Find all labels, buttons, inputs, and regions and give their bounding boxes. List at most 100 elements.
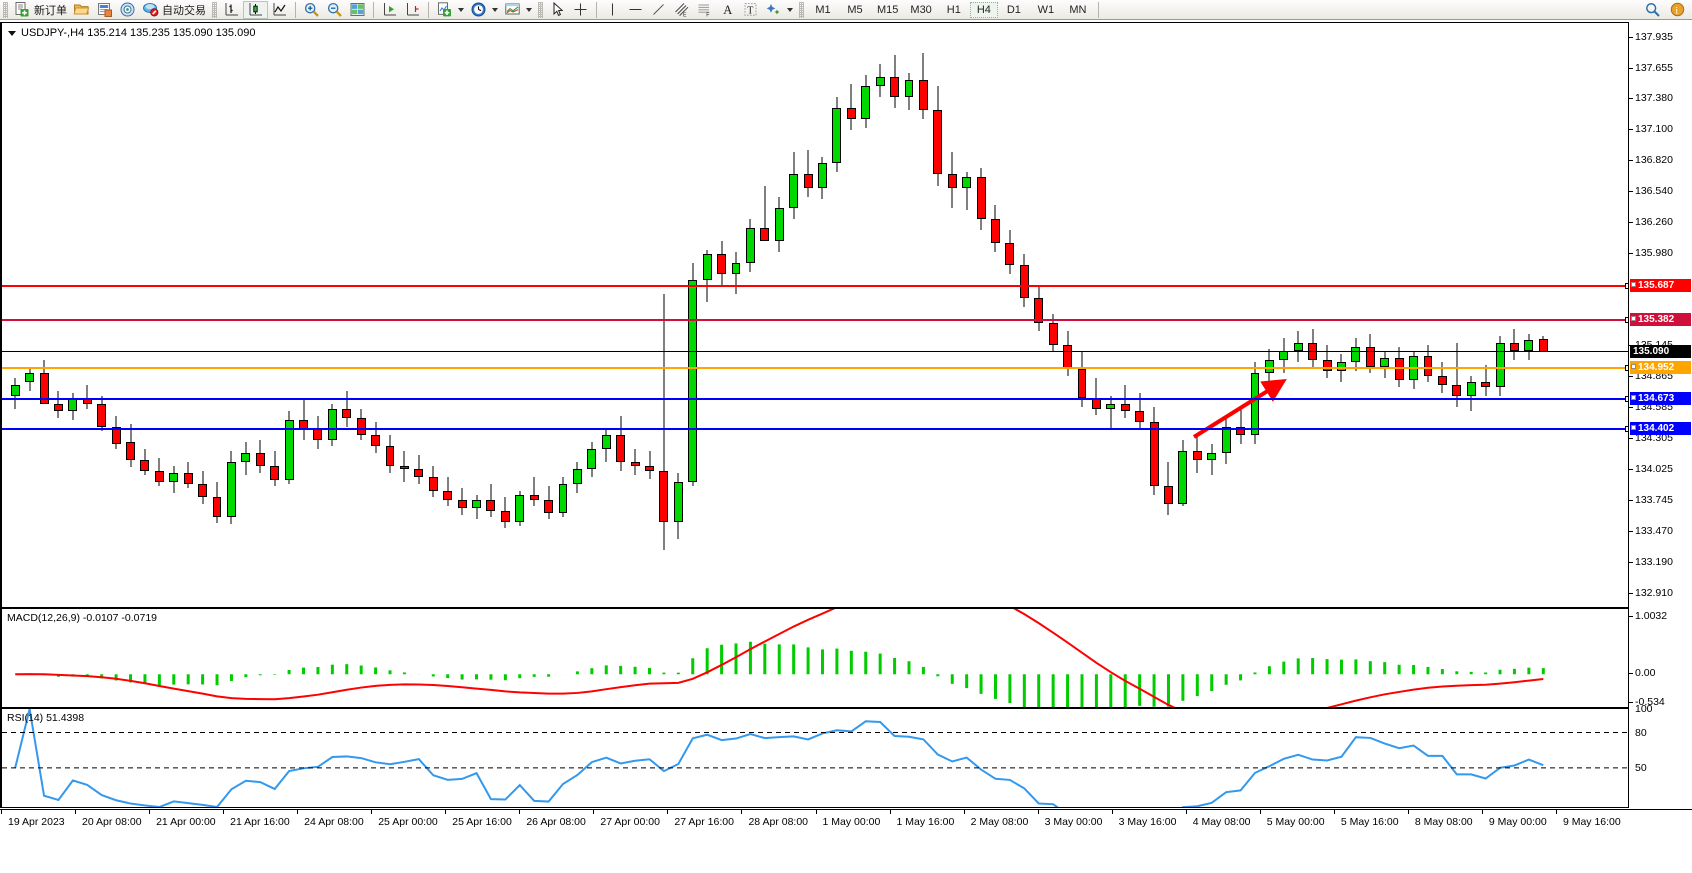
candle-body — [702, 254, 712, 280]
data-window-icon — [350, 3, 365, 16]
vline-button[interactable] — [601, 1, 624, 19]
time-tick-label: 1 May 16:00 — [889, 810, 955, 828]
rsi-plot — [2, 709, 1628, 807]
trendline-button[interactable] — [647, 1, 670, 19]
timeframe-mn[interactable]: MN — [1069, 3, 1087, 16]
price-level-line[interactable] — [2, 317, 1628, 324]
candle-body — [572, 468, 582, 485]
price-level-badge-pivot[interactable]: 134.952 — [1630, 360, 1691, 374]
text-button[interactable]: A — [716, 1, 739, 19]
candle-body — [39, 373, 49, 405]
zoom-in-button[interactable] — [300, 1, 323, 19]
time-tick-label: 9 May 16:00 — [1555, 810, 1621, 828]
hline-icon — [629, 9, 642, 10]
timeframe-d1[interactable]: D1 — [1006, 3, 1021, 16]
axis-tickmark — [1629, 129, 1633, 131]
candle — [659, 23, 669, 607]
indicators-button[interactable] — [433, 1, 467, 19]
collapse-caret-icon[interactable] — [8, 30, 16, 36]
bar-chart-icon — [225, 3, 238, 16]
crosshair-button[interactable] — [569, 1, 592, 19]
candle-body — [918, 80, 928, 111]
templates-button[interactable] — [501, 1, 535, 19]
new-order-button[interactable]: 新订单 — [11, 1, 70, 19]
candle — [1019, 23, 1029, 607]
candle-body — [428, 477, 438, 491]
timeframe-m5[interactable]: M5 — [847, 3, 863, 16]
timeframe-w1[interactable]: W1 — [1037, 3, 1055, 16]
autoscroll-button[interactable] — [378, 1, 401, 19]
line-chart-button[interactable] — [268, 1, 291, 19]
macd-signal-line — [15, 609, 1544, 707]
axis-tickmark — [1629, 36, 1633, 38]
fibonacci-button[interactable]: F — [693, 1, 716, 19]
price-level-badge-resistance-2[interactable]: 135.382 — [1630, 313, 1691, 327]
cursor-button[interactable] — [546, 1, 569, 19]
candle-body — [1509, 342, 1519, 352]
candle — [774, 23, 784, 607]
level-handle[interactable] — [1625, 283, 1628, 290]
timeframe-h1[interactable]: H1 — [946, 3, 961, 16]
level-handle[interactable] — [1625, 317, 1628, 324]
candle — [645, 23, 654, 607]
price-level-badge-support-1[interactable]: 134.673 — [1630, 391, 1691, 405]
data-window-button[interactable] — [346, 1, 369, 19]
toolbar-grip[interactable] — [3, 1, 8, 18]
candle-body — [1192, 450, 1202, 460]
price-axis[interactable]: 137.935 137.655 137.380 137.100 136.820 136.5… — [1629, 22, 1692, 608]
toolbar-grip-4[interactable] — [799, 1, 804, 18]
chart-shift-icon — [407, 3, 419, 16]
navigator-button[interactable] — [116, 1, 139, 19]
folder-button[interactable] — [70, 1, 93, 19]
chevron-down-icon-3[interactable] — [526, 7, 532, 12]
equidistant-channel-button[interactable]: E — [670, 1, 693, 19]
rsi-pane[interactable]: RSI(14) 51.4398 — [0, 708, 1629, 808]
price-level-line[interactable] — [2, 283, 1628, 290]
candle-body — [1221, 426, 1231, 454]
timeframe-h4[interactable]: H4 — [969, 1, 998, 18]
chevron-down-icon[interactable] — [458, 7, 464, 12]
price-level-line[interactable] — [2, 364, 1628, 371]
badge-value: 135.687 — [1638, 280, 1675, 292]
candle-body — [472, 499, 481, 509]
macd-pane[interactable]: MACD(12,26,9) -0.0107 -0.0719 — [0, 608, 1629, 708]
price-level-line[interactable] — [2, 425, 1628, 432]
timeframe-m15[interactable]: M15 — [877, 3, 899, 16]
price-pane[interactable]: USDJPY-,H4 135.214 135.235 135.090 135.0… — [0, 22, 1629, 608]
price-level-badge-resistance-1[interactable]: 135.687 — [1630, 279, 1691, 293]
hline-button[interactable] — [624, 1, 647, 19]
price-level-line[interactable] — [2, 351, 1628, 353]
price-level-line[interactable] — [2, 395, 1628, 402]
zoom-out-button[interactable] — [323, 1, 346, 19]
candlestick-chart-button[interactable] — [243, 0, 268, 19]
chart-area[interactable]: USDJPY-,H4 135.214 135.235 135.090 135.0… — [0, 20, 1692, 873]
candle-body — [616, 435, 626, 462]
candle — [198, 23, 208, 607]
text-label-button[interactable]: T — [739, 1, 762, 19]
objects-button[interactable] — [762, 1, 796, 19]
timeframe-m30[interactable]: M30 — [910, 3, 932, 16]
candle-body — [1423, 355, 1433, 376]
level-handle[interactable] — [1625, 395, 1628, 402]
candle-body — [226, 461, 236, 518]
publish-button[interactable] — [93, 1, 116, 19]
autotrading-button[interactable]: 自动交易 — [139, 1, 209, 19]
level-handle[interactable] — [1625, 425, 1628, 432]
help-button[interactable]: i — [1666, 1, 1689, 19]
bar-chart-button[interactable] — [220, 1, 243, 19]
toolbar-grip-2[interactable] — [212, 1, 217, 18]
chart-shift-button[interactable] — [401, 1, 424, 19]
chevron-down-icon-2[interactable] — [492, 7, 498, 12]
price-tick-label: 137.100 — [1635, 123, 1673, 136]
candle-body — [1034, 298, 1044, 323]
period-button[interactable] — [467, 1, 501, 19]
time-axis[interactable]: 19 Apr 2023 20 Apr 08:00 21 Apr 00:00 21 Ap… — [0, 809, 1692, 835]
chevron-down-icon-4[interactable] — [787, 7, 793, 12]
search-button[interactable] — [1641, 1, 1664, 19]
price-level-badge-support-2[interactable]: 134.402 — [1630, 421, 1691, 435]
toolbar-grip-3[interactable] — [538, 1, 543, 18]
price-level-badge-current-price[interactable]: 135.090 — [1630, 345, 1691, 359]
candle-body — [774, 207, 784, 241]
level-handle[interactable] — [1625, 364, 1628, 371]
timeframe-m1[interactable]: M1 — [815, 3, 831, 16]
